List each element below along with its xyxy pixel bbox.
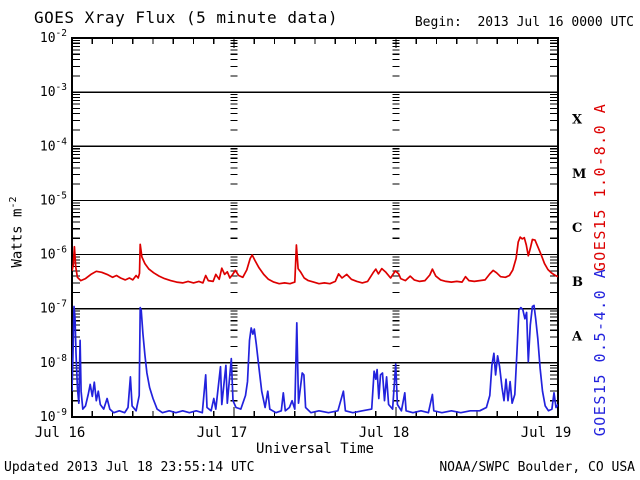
svg-text:10-6: 10-6 xyxy=(40,245,67,263)
begin-timestamp: Begin: 2013 Jul 16 0000 UTC xyxy=(414,15,634,30)
svg-text:10-7: 10-7 xyxy=(40,299,67,317)
svg-text:Jul 17: Jul 17 xyxy=(197,425,248,441)
day-boundary-dashed-lines xyxy=(230,39,400,402)
data-source: NOAA/SWPC Boulder, CO USA xyxy=(439,460,635,475)
svg-text:10-5: 10-5 xyxy=(40,190,67,208)
svg-text:10-3: 10-3 xyxy=(40,82,67,100)
svg-text:C: C xyxy=(572,221,582,236)
x-tick-labels: Jul 16 Jul 17 Jul 18 Jul 19 xyxy=(35,425,572,441)
page-title: GOES Xray Flux (5 minute data) xyxy=(34,8,338,27)
y-tick-labels: 10-2 10-3 10-4 10-5 10-6 10-7 10-8 10-9 xyxy=(40,28,67,425)
svg-text:Jul 19: Jul 19 xyxy=(521,425,572,441)
svg-text:10-9: 10-9 xyxy=(40,407,67,425)
svg-text:Jul 16: Jul 16 xyxy=(35,425,86,441)
svg-text:10-8: 10-8 xyxy=(40,353,67,371)
plot-frame xyxy=(71,37,559,418)
svg-text:Jul 18: Jul 18 xyxy=(359,425,410,441)
flux-series xyxy=(72,236,558,414)
y-axis-label: Watts m-2 xyxy=(8,176,26,288)
long-channel-axis-label: GOES15 1.0-8.0 A xyxy=(591,103,609,272)
x-axis-label: Universal Time xyxy=(255,441,374,457)
svg-text:B: B xyxy=(572,275,583,290)
updated-timestamp: Updated 2013 Jul 18 23:55:14 UTC xyxy=(4,460,255,475)
svg-text:10-2: 10-2 xyxy=(40,28,67,46)
y-axis-label-exponent: -2 xyxy=(8,196,19,209)
flare-class-labels: X M C B A xyxy=(571,113,586,345)
svg-text:10-4: 10-4 xyxy=(40,136,67,154)
svg-text:X: X xyxy=(572,113,583,128)
y-axis-label-base: Watts m xyxy=(9,208,26,268)
decade-gridlines xyxy=(72,91,558,364)
goes15-short-channel-line xyxy=(72,304,558,414)
short-channel-axis-label: GOES15 0.5-4.0 A xyxy=(591,268,609,437)
svg-text:M: M xyxy=(572,167,586,182)
svg-text:A: A xyxy=(571,329,583,344)
goes15-long-channel-line xyxy=(72,236,558,285)
